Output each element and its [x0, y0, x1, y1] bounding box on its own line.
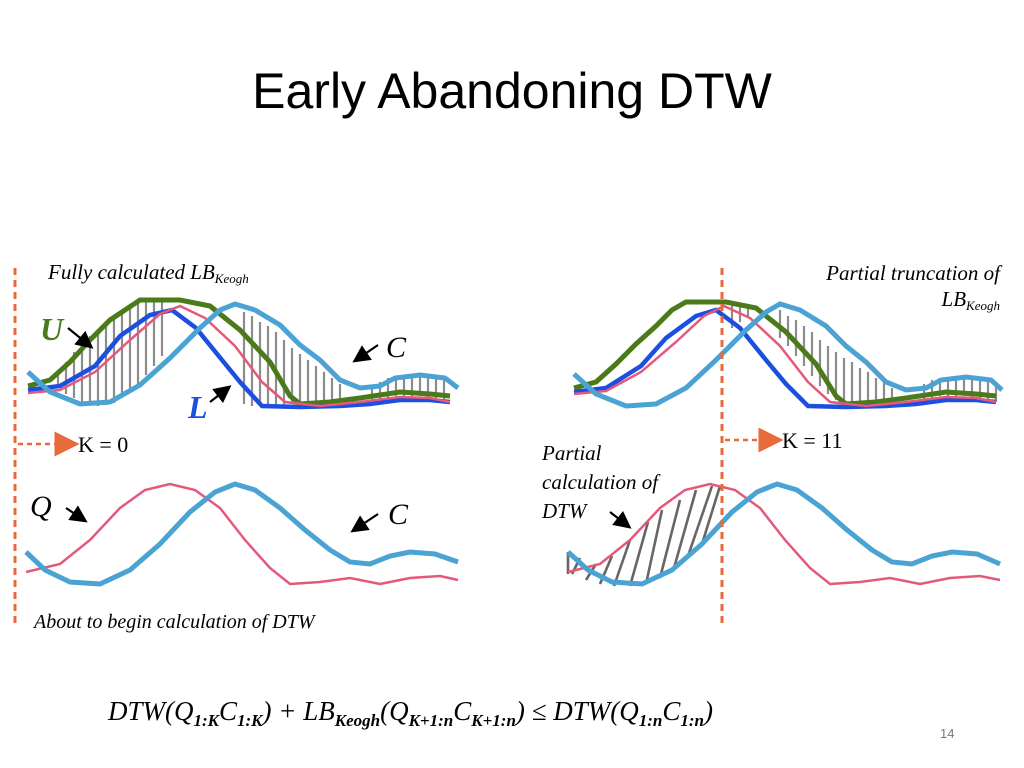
- label-l: L: [187, 389, 208, 425]
- c-bottom-pointer-arrow: [350, 513, 379, 533]
- label-c-top: C: [386, 331, 407, 364]
- left-k-label: K = 0: [78, 432, 128, 457]
- l-pointer-arrow: [209, 385, 232, 404]
- top-left-curve-l: [27, 307, 451, 410]
- bottom-right-panel: [566, 481, 1001, 587]
- page-number: 14: [940, 726, 955, 741]
- bottom-right-hatch: [566, 485, 722, 587]
- bottom-right-caption-line2: calculation of: [542, 470, 661, 494]
- top-right-panel: [572, 299, 1004, 410]
- dtw-lower-bound-formula: DTW(Q1:KC1:K) + LBKeogh(QK+1:nCK+1:n) ≤ …: [108, 696, 713, 730]
- top-right-caption-line2: LBKeogh: [941, 287, 1000, 313]
- label-u: U: [40, 311, 65, 347]
- top-left-curve-q: [27, 304, 451, 408]
- top-right-curve-u: [573, 299, 997, 407]
- top-left-caption: Fully calculated LBKeogh: [47, 260, 249, 286]
- bottom-right-caption-line3: DTW: [541, 499, 589, 523]
- top-right-caption-line1: Partial truncation of: [825, 261, 1003, 285]
- bottom-right-curve-q: [567, 482, 1001, 586]
- bottom-left-panel: [24, 481, 459, 587]
- top-right-curve-l: [573, 307, 997, 410]
- bottom-left-caption: About to begin calculation of DTW: [32, 611, 317, 633]
- c-top-pointer-arrow: [352, 344, 379, 363]
- label-pointer-arrows: [65, 327, 632, 533]
- top-right-curve-c: [572, 301, 1004, 409]
- q-pointer-arrow: [65, 505, 88, 523]
- label-q: Q: [30, 490, 52, 523]
- top-left-curve-c: [26, 301, 460, 407]
- label-c-bottom: C: [388, 498, 409, 531]
- bottom-right-caption-line1: Partial: [541, 441, 602, 465]
- u-pointer-arrow: [67, 327, 94, 349]
- bottom-right-curve-c: [566, 481, 1001, 587]
- bottom-left-curve-c: [24, 481, 459, 587]
- top-right-curve-q: [573, 304, 997, 408]
- right-k-label: K = 11: [782, 428, 842, 453]
- slide-title: Early Abandoning DTW: [252, 63, 772, 119]
- bottom-left-curve-q: [25, 482, 459, 586]
- dtw-pointer-arrow: [609, 510, 632, 529]
